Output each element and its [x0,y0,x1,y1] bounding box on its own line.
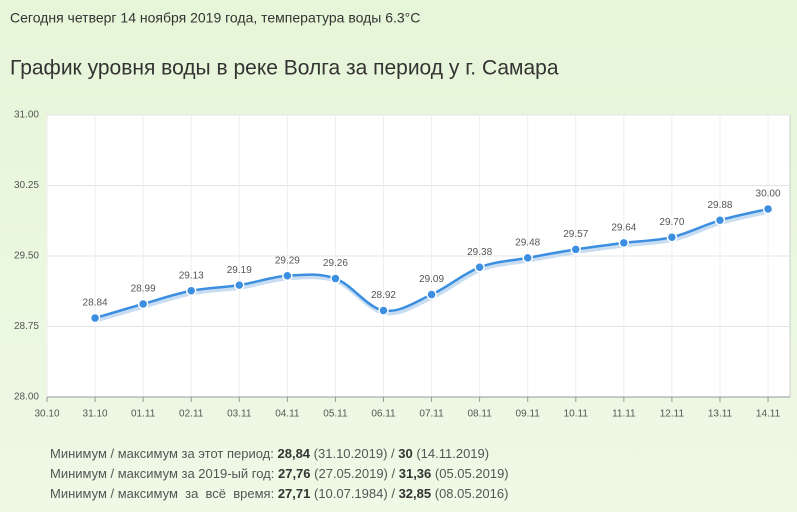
data-label: 29.88 [707,200,732,211]
stats-label: Минимум / максимум за 2019-ый год: [50,466,275,481]
point [474,262,485,273]
data-label: 29.13 [179,270,204,281]
point [618,237,630,249]
stats-max: 31,36 [398,466,432,481]
chart: Сегодня четверг 14 ноября 2019 года, тем… [10,10,791,420]
data-label: 29.57 [563,229,588,240]
stats-max-date: (08.05.2016) [434,486,509,501]
point [330,273,341,284]
point [234,279,245,291]
point [282,270,293,281]
stats-min: 28,84 [277,446,311,461]
x-tick-label: 31.10 [83,409,108,420]
x-tick-label: 02.11 [179,409,204,420]
point [378,305,389,316]
stats-min-date: (27.05.2019) / [314,466,396,481]
data-label: 29.48 [515,238,540,249]
data-label: 29.70 [659,217,684,228]
data-label: 29.29 [275,255,300,266]
x-tick-label: 01.11 [131,409,156,420]
chart-title: График уровня воды в реке Волга за перио… [10,57,559,80]
y-tick-label: 29.50 [14,251,39,262]
x-tick-label: 12.11 [660,409,685,420]
point [426,289,437,300]
x-tick-label: 08.11 [467,409,492,420]
stats: Минимум / максимум за этот период: 28,84… [50,444,509,504]
data-label: 29.19 [227,265,252,276]
stats-label: Минимум / максимум за всё время: [50,486,275,501]
x-tick-label: 13.11 [708,409,733,420]
data-label: 29.26 [323,258,348,269]
stats-row: Минимум / максимум за этот период: 28,84… [50,444,509,464]
stats-max: 32,85 [398,486,432,501]
x-tick-label: 06.11 [371,409,396,420]
point [570,244,582,255]
stats-min-date: (10.07.1984) / [313,486,395,501]
x-tick-label: 04.11 [275,409,300,420]
stats-max: 30 [398,446,413,461]
stats-min: 27,71 [277,486,311,501]
data-label: 28.84 [83,298,108,309]
y-tick-label: 31.00 [14,110,39,121]
point [185,285,197,297]
y-tick-label: 28.00 [14,392,39,403]
point [89,312,101,324]
x-tick-label: 30.10 [34,409,59,420]
data-label: 29.38 [467,247,492,258]
stats-row: Минимум / максимум за 2019-ый год: 27,76… [50,464,509,484]
x-tick-label: 07.11 [419,409,444,420]
y-tick-label: 30.25 [14,180,39,191]
x-tick-label: 09.11 [516,409,541,420]
point [522,252,533,264]
point [666,231,678,243]
stats-max-date: (14.11.2019) [416,446,490,461]
stats-min-date: (31.10.2019) / [313,446,395,461]
data-label: 29.09 [419,274,444,285]
point [762,203,774,215]
x-tick-label: 14.11 [756,409,781,420]
data-label: 30.00 [756,189,781,200]
stats-row: Минимум / максимум за всё время: 27,71 (… [50,484,509,504]
x-tick-label: 10.11 [564,409,589,420]
point [714,215,726,226]
stats-max-date: (05.05.2019) [434,466,509,481]
point [137,298,149,310]
x-tick-label: 11.11 [612,409,636,420]
x-tick-label: 03.11 [227,409,252,420]
x-tick-label: 05.11 [323,409,348,420]
stats-label: Минимум / максимум за этот период: [50,446,274,461]
y-tick-label: 28.75 [14,321,39,332]
header: Сегодня четверг 14 ноября 2019 года, тем… [10,10,420,26]
data-label: 28.92 [371,290,396,301]
stats-min: 27,76 [277,466,311,481]
data-label: 29.64 [611,222,636,233]
data-label: 28.99 [131,284,156,295]
